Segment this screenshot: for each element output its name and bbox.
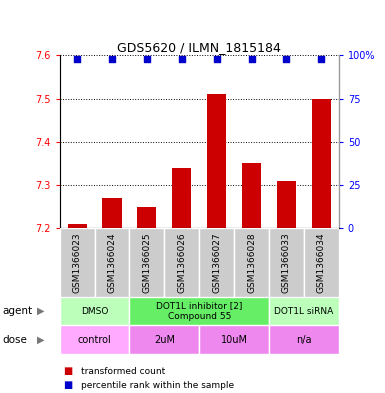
Bar xyxy=(304,228,339,297)
Bar xyxy=(67,224,87,228)
Bar xyxy=(60,325,129,354)
Point xyxy=(283,56,290,62)
Text: GSM1366033: GSM1366033 xyxy=(282,232,291,293)
Title: GDS5620 / ILMN_1815184: GDS5620 / ILMN_1815184 xyxy=(117,41,281,54)
Text: ■: ■ xyxy=(64,366,73,376)
Bar xyxy=(129,325,199,354)
Point xyxy=(248,56,254,62)
Text: 10uM: 10uM xyxy=(221,334,248,345)
Point xyxy=(318,56,325,62)
Text: GSM1366023: GSM1366023 xyxy=(73,232,82,293)
Text: agent: agent xyxy=(2,306,32,316)
Text: ▶: ▶ xyxy=(37,334,44,345)
Text: DOT1L siRNA: DOT1L siRNA xyxy=(274,307,333,316)
Text: control: control xyxy=(78,334,111,345)
Bar xyxy=(60,297,129,325)
Text: dose: dose xyxy=(2,334,27,345)
Text: percentile rank within the sample: percentile rank within the sample xyxy=(81,381,234,389)
Bar xyxy=(199,228,234,297)
Text: transformed count: transformed count xyxy=(81,367,165,376)
Point xyxy=(214,56,220,62)
Text: 2uM: 2uM xyxy=(154,334,175,345)
Text: GSM1366025: GSM1366025 xyxy=(142,232,151,293)
Point xyxy=(179,56,185,62)
Text: n/a: n/a xyxy=(296,334,312,345)
Point xyxy=(109,56,115,62)
Bar xyxy=(95,228,129,297)
Bar xyxy=(207,94,226,228)
Text: GSM1366034: GSM1366034 xyxy=(317,232,326,293)
Bar xyxy=(164,228,199,297)
Bar xyxy=(269,325,339,354)
Text: DOT1L inhibitor [2]
Compound 55: DOT1L inhibitor [2] Compound 55 xyxy=(156,301,243,321)
Bar xyxy=(269,297,339,325)
Text: ▶: ▶ xyxy=(37,306,44,316)
Bar xyxy=(312,99,331,228)
Bar xyxy=(137,207,156,228)
Bar xyxy=(242,163,261,228)
Bar xyxy=(269,228,304,297)
Bar xyxy=(234,228,269,297)
Bar xyxy=(60,228,95,297)
Bar xyxy=(129,228,164,297)
Point xyxy=(144,56,150,62)
Bar xyxy=(199,325,269,354)
Bar xyxy=(172,168,191,228)
Text: ■: ■ xyxy=(64,380,73,390)
Text: GSM1366027: GSM1366027 xyxy=(212,232,221,293)
Point xyxy=(74,56,80,62)
Text: GSM1366028: GSM1366028 xyxy=(247,232,256,293)
Text: GSM1366026: GSM1366026 xyxy=(177,232,186,293)
Text: DMSO: DMSO xyxy=(81,307,108,316)
Bar xyxy=(129,297,269,325)
Bar xyxy=(102,198,122,228)
Bar xyxy=(277,181,296,228)
Text: GSM1366024: GSM1366024 xyxy=(107,233,117,293)
